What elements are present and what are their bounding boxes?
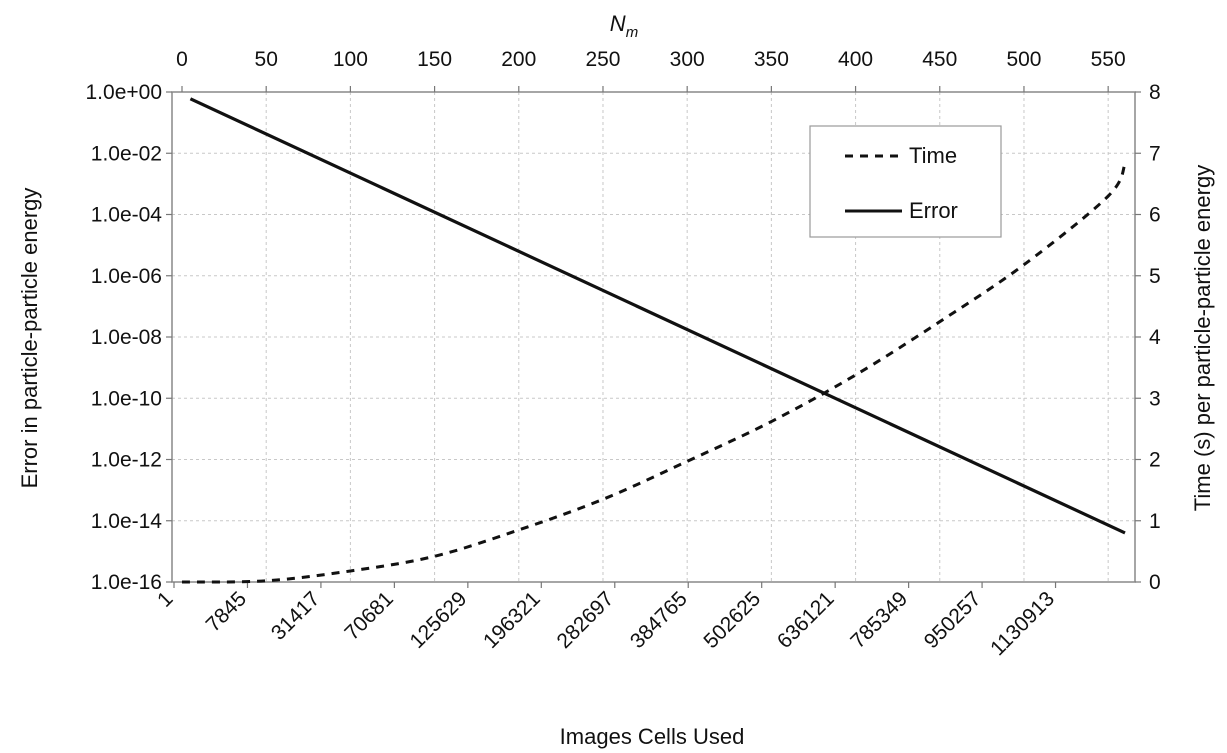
series-time-line	[181, 163, 1127, 584]
bottom-tick-label-9: 636121	[773, 587, 839, 653]
right-tick-label-8: 8	[1149, 81, 1161, 104]
left-tick-label-3: 1.0e-06	[91, 265, 162, 288]
left-tick-label-5: 1.0e-10	[91, 387, 162, 410]
tick-marks	[166, 86, 1141, 588]
top-tick-label-2: 100	[333, 48, 368, 71]
bottom-tick-label-12: 1130913	[986, 587, 1059, 660]
left-tick-label-1: 1.0e-02	[91, 142, 162, 165]
bottom-tick-label-5: 196321	[479, 587, 545, 653]
bottom-tick-label-4: 125629	[406, 587, 472, 653]
bottom-tick-label-1: 7845	[202, 587, 251, 636]
left-tick-label-0: 1.0e+00	[86, 81, 163, 104]
bottom-axis-ticks: 1 7845 31417 70681 125629 196321 282697 384765 5…	[153, 587, 1059, 660]
right-tick-label-5: 5	[1149, 265, 1161, 288]
left-axis-title: Error in particle-particle energy	[17, 188, 42, 489]
bottom-axis-title: Images Cells Used	[560, 724, 745, 749]
right-tick-label-0: 0	[1149, 571, 1161, 594]
bottom-tick-label-2: 31417	[267, 587, 325, 645]
bottom-tick-label-3: 70681	[340, 587, 398, 645]
top-axis-title: Nm	[610, 11, 638, 41]
top-tick-label-11: 550	[1091, 48, 1126, 71]
top-tick-label-3: 150	[417, 48, 452, 71]
bottom-tick-label-7: 384765	[626, 587, 692, 653]
right-tick-label-2: 2	[1149, 449, 1161, 472]
left-tick-label-7: 1.0e-14	[91, 510, 163, 533]
series-layer	[181, 97, 1127, 584]
top-tick-label-10: 500	[1006, 48, 1041, 71]
right-tick-label-6: 6	[1149, 204, 1161, 227]
top-tick-label-9: 450	[922, 48, 957, 71]
top-tick-label-8: 400	[838, 48, 873, 71]
series-error-line	[189, 97, 1126, 535]
top-axis-title-sub: m	[626, 24, 639, 41]
bottom-tick-label-8: 502625	[699, 587, 765, 653]
bottom-tick-label-10: 785349	[846, 587, 912, 653]
legend: Time Error	[809, 125, 1002, 238]
right-axis-ticks: 0 1 2 3 4 5 6 7 8	[1149, 81, 1161, 594]
right-tick-label-4: 4	[1149, 326, 1161, 349]
right-axis-title: Time (s) per particle-particle energy	[1190, 165, 1215, 511]
top-tick-label-5: 250	[585, 48, 620, 71]
bottom-tick-label-11: 950257	[920, 587, 986, 653]
left-tick-label-8: 1.0e-16	[91, 571, 162, 594]
grid-lines	[172, 92, 1135, 582]
bottom-tick-label-6: 282697	[552, 587, 618, 653]
legend-time-label: Time	[909, 143, 957, 168]
right-tick-label-3: 3	[1149, 387, 1161, 410]
left-tick-label-4: 1.0e-08	[91, 326, 162, 349]
legend-box	[809, 125, 1002, 238]
top-tick-label-0: 0	[176, 48, 188, 71]
top-axis-title-main: N	[610, 11, 626, 36]
left-tick-label-6: 1.0e-12	[91, 449, 162, 472]
legend-error-label: Error	[909, 198, 958, 223]
left-tick-label-2: 1.0e-04	[91, 204, 163, 227]
top-tick-label-4: 200	[501, 48, 536, 71]
top-tick-label-6: 300	[670, 48, 705, 71]
right-tick-label-7: 7	[1149, 142, 1161, 165]
right-tick-label-1: 1	[1149, 510, 1161, 533]
top-axis-ticks: 0 50 100 150 200 250 300 350 400 450 500 550	[176, 48, 1126, 71]
top-tick-label-7: 350	[754, 48, 789, 71]
top-tick-label-1: 50	[255, 48, 278, 71]
left-axis-ticks: 1.0e+00 1.0e-02 1.0e-04 1.0e-06 1.0e-08 1.0e-…	[86, 81, 163, 594]
